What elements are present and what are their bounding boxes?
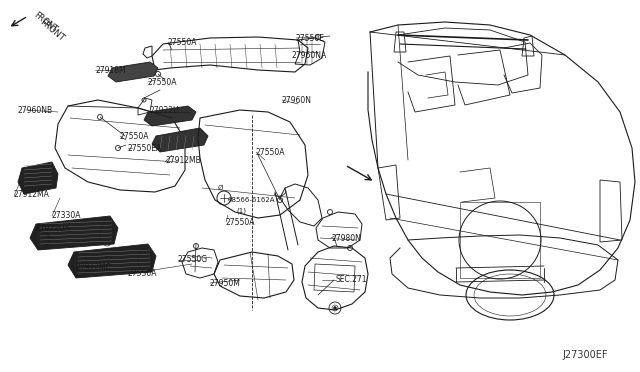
Text: 27960NB: 27960NB — [18, 106, 53, 115]
Text: 27912MA: 27912MA — [14, 189, 50, 199]
Text: (1): (1) — [236, 208, 246, 214]
Text: 27922U: 27922U — [150, 106, 179, 115]
Text: 27950M: 27950M — [210, 279, 241, 288]
Text: Ø: Ø — [218, 185, 223, 191]
Text: 08566-6162A: 08566-6162A — [228, 197, 275, 203]
Polygon shape — [30, 216, 118, 250]
Polygon shape — [152, 128, 208, 152]
Text: J27300EF: J27300EF — [562, 350, 607, 360]
Polygon shape — [108, 62, 158, 82]
Ellipse shape — [333, 307, 337, 310]
Polygon shape — [68, 244, 156, 278]
Text: 27330A: 27330A — [52, 211, 81, 219]
Text: 27550E: 27550E — [296, 33, 325, 42]
Text: 27550A: 27550A — [148, 77, 177, 87]
Text: 27550A: 27550A — [120, 131, 150, 141]
Text: SEC.271: SEC.271 — [336, 276, 367, 285]
Text: FRONT: FRONT — [32, 10, 59, 34]
Text: 27980N: 27980N — [331, 234, 361, 243]
Text: 27912MB: 27912MB — [165, 155, 201, 164]
Text: 27550A: 27550A — [226, 218, 255, 227]
Text: 27922UA: 27922UA — [36, 224, 71, 232]
Text: 27550A: 27550A — [128, 269, 157, 279]
Text: 27918M: 27918M — [95, 65, 125, 74]
Text: 27550EA: 27550EA — [128, 144, 163, 153]
Text: 27550G: 27550G — [178, 256, 208, 264]
Text: 27912MC: 27912MC — [76, 263, 112, 273]
Text: 27550A: 27550A — [256, 148, 285, 157]
Polygon shape — [18, 162, 58, 194]
Text: 27550A: 27550A — [168, 38, 198, 46]
Text: 27960N: 27960N — [282, 96, 312, 105]
Text: 27960NA: 27960NA — [291, 51, 326, 60]
Text: FRONT: FRONT — [38, 17, 66, 43]
Polygon shape — [144, 106, 196, 126]
